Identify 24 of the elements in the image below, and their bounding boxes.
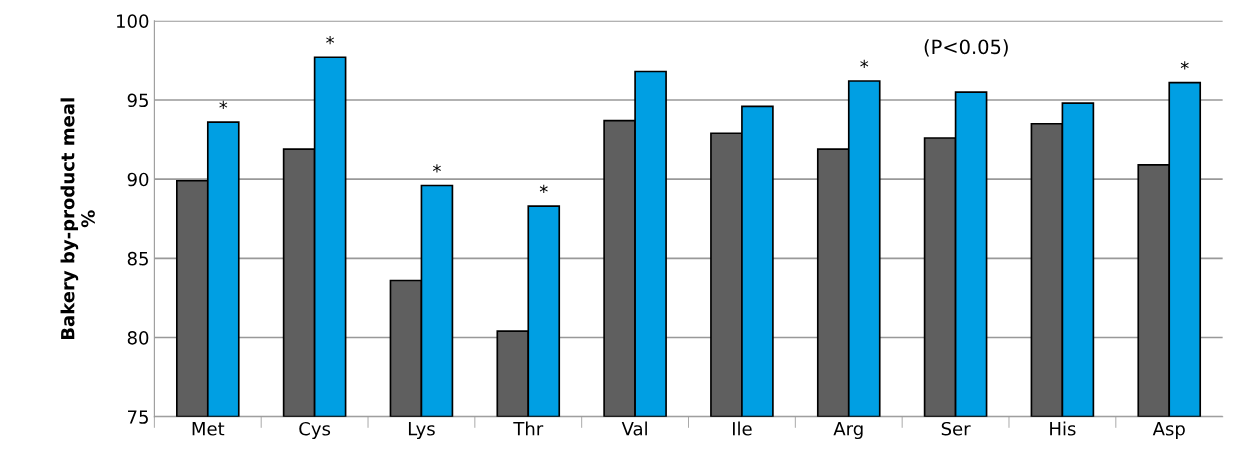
x-tick-label: Arg: [833, 422, 863, 440]
annotation: *: [326, 35, 335, 45]
annotation: *: [539, 184, 548, 194]
x-tick-label: His: [1050, 421, 1076, 436]
y-tick-label: 95: [127, 93, 148, 108]
x-tick-label: Thr: [513, 421, 544, 436]
annotation: *: [1180, 61, 1189, 70]
x-tick-label: Lys: [408, 422, 435, 440]
y-axis-title: Bakery by-product meal %: [60, 98, 95, 340]
x-tick-label: Cys: [299, 421, 331, 440]
y-tick-label: 75: [128, 410, 148, 424]
y-tick-label: 85: [127, 251, 148, 266]
y-tick-label: 90: [127, 172, 149, 187]
annotation: *: [432, 164, 441, 173]
x-tick-label: Asp: [1152, 422, 1185, 440]
x-tick-label: Ile: [732, 421, 752, 436]
annotation: *: [860, 59, 869, 68]
x-tick-label: Val: [621, 421, 647, 436]
x-tick-label: Met: [192, 422, 225, 436]
annotation: (P<0.05): [924, 39, 1008, 57]
y-tick-label: 100: [117, 14, 149, 28]
x-tick-label: Ser: [941, 421, 971, 436]
annotation: *: [219, 100, 228, 110]
y-tick-label: 80: [127, 330, 149, 345]
